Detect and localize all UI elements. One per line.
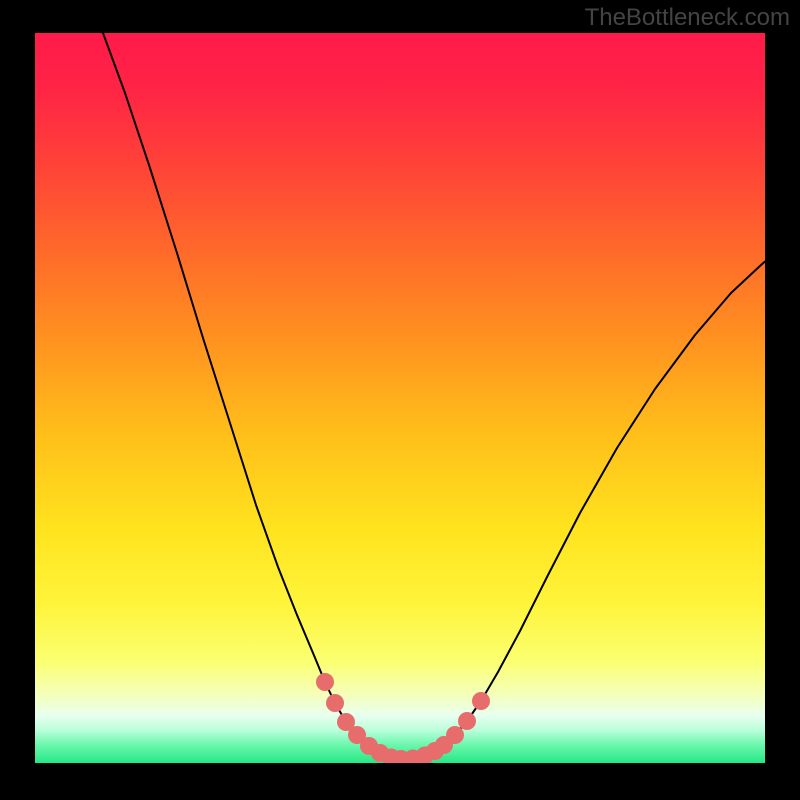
marker-dot [326, 694, 344, 712]
marker-dot [458, 712, 476, 730]
marker-dot [472, 692, 490, 710]
plot-svg [35, 33, 765, 763]
chart-container: TheBottleneck.com [0, 0, 800, 800]
gradient-rect [35, 33, 765, 763]
marker-dot [446, 726, 464, 744]
plot-area [35, 33, 765, 763]
marker-dot [316, 673, 334, 691]
watermark-text: TheBottleneck.com [585, 4, 790, 32]
